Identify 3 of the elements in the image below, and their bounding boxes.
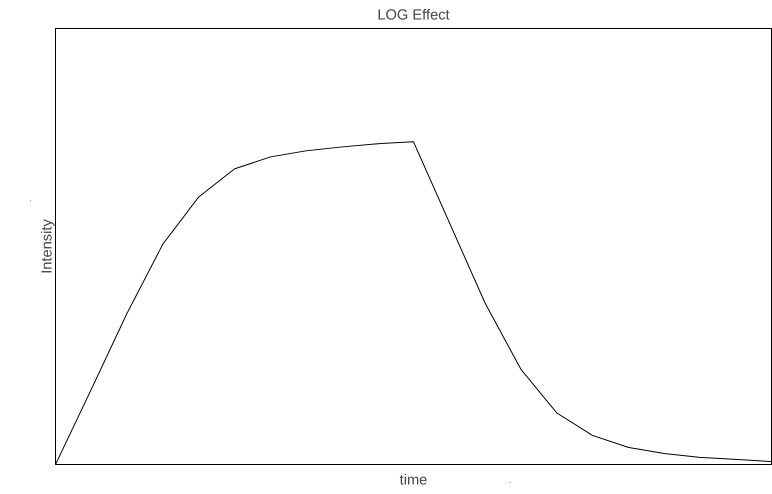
chart-title: LOG Effect [377, 8, 450, 24]
x-axis-title: time [400, 472, 428, 488]
y-axis-title: Intensity [40, 218, 56, 274]
